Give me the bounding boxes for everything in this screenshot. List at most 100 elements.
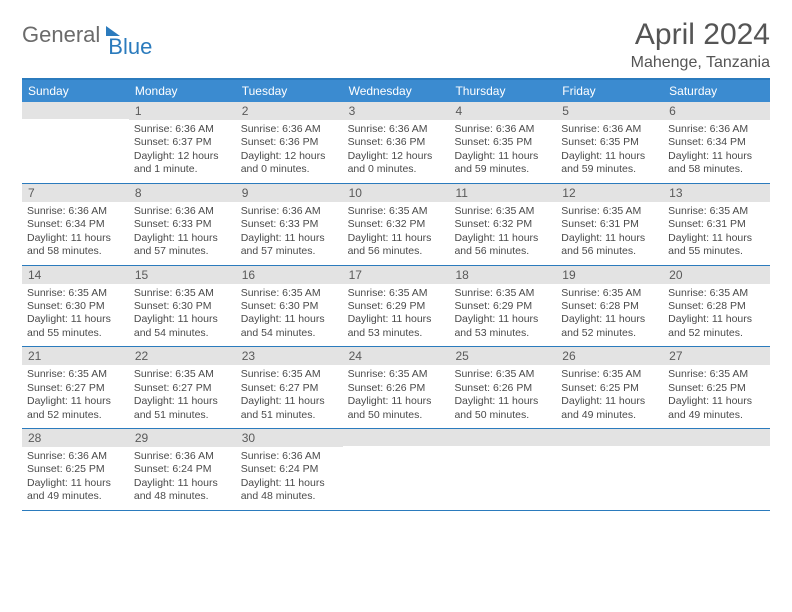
day-number xyxy=(663,429,770,446)
day-body: Sunrise: 6:36 AMSunset: 6:24 PMDaylight:… xyxy=(129,447,236,510)
day-line: Sunset: 6:29 PM xyxy=(454,300,551,313)
day-line: Sunset: 6:34 PM xyxy=(668,136,765,149)
day-line: Sunrise: 6:35 AM xyxy=(561,205,658,218)
day-cell: 16Sunrise: 6:35 AMSunset: 6:30 PMDayligh… xyxy=(236,266,343,347)
day-cell xyxy=(449,429,556,510)
day-body: Sunrise: 6:35 AMSunset: 6:31 PMDaylight:… xyxy=(663,202,770,265)
day-cell: 26Sunrise: 6:35 AMSunset: 6:25 PMDayligh… xyxy=(556,347,663,428)
day-body xyxy=(449,446,556,504)
day-line: Sunrise: 6:35 AM xyxy=(454,205,551,218)
day-line: and 48 minutes. xyxy=(241,490,338,503)
day-cell: 14Sunrise: 6:35 AMSunset: 6:30 PMDayligh… xyxy=(22,266,129,347)
day-line: Daylight: 11 hours xyxy=(348,232,445,245)
day-body: Sunrise: 6:35 AMSunset: 6:30 PMDaylight:… xyxy=(236,284,343,347)
day-line: Sunrise: 6:36 AM xyxy=(134,450,231,463)
day-body: Sunrise: 6:35 AMSunset: 6:32 PMDaylight:… xyxy=(449,202,556,265)
day-body: Sunrise: 6:36 AMSunset: 6:35 PMDaylight:… xyxy=(556,120,663,183)
location: Mahenge, Tanzania xyxy=(631,54,770,72)
day-number: 6 xyxy=(663,102,770,120)
day-line: and 57 minutes. xyxy=(241,245,338,258)
day-cell: 2Sunrise: 6:36 AMSunset: 6:36 PMDaylight… xyxy=(236,102,343,183)
day-cell: 4Sunrise: 6:36 AMSunset: 6:35 PMDaylight… xyxy=(449,102,556,183)
day-cell: 18Sunrise: 6:35 AMSunset: 6:29 PMDayligh… xyxy=(449,266,556,347)
logo: General Blue xyxy=(22,18,152,48)
day-number: 1 xyxy=(129,102,236,120)
day-line: and 0 minutes. xyxy=(348,163,445,176)
day-line: Daylight: 11 hours xyxy=(241,395,338,408)
day-line: Sunrise: 6:36 AM xyxy=(561,123,658,136)
day-line: and 53 minutes. xyxy=(454,327,551,340)
day-line: and 55 minutes. xyxy=(27,327,124,340)
day-body: Sunrise: 6:35 AMSunset: 6:30 PMDaylight:… xyxy=(22,284,129,347)
day-cell: 30Sunrise: 6:36 AMSunset: 6:24 PMDayligh… xyxy=(236,429,343,510)
day-number: 19 xyxy=(556,266,663,284)
day-line: Sunrise: 6:36 AM xyxy=(241,205,338,218)
day-line: Sunrise: 6:35 AM xyxy=(241,287,338,300)
day-line: Sunrise: 6:36 AM xyxy=(134,205,231,218)
day-line: Daylight: 11 hours xyxy=(134,395,231,408)
day-line: Sunrise: 6:35 AM xyxy=(27,287,124,300)
day-line: Sunset: 6:24 PM xyxy=(241,463,338,476)
day-line: Daylight: 12 hours xyxy=(241,150,338,163)
day-body: Sunrise: 6:35 AMSunset: 6:28 PMDaylight:… xyxy=(556,284,663,347)
day-line: Sunset: 6:33 PM xyxy=(134,218,231,231)
day-cell: 29Sunrise: 6:36 AMSunset: 6:24 PMDayligh… xyxy=(129,429,236,510)
day-cell: 21Sunrise: 6:35 AMSunset: 6:27 PMDayligh… xyxy=(22,347,129,428)
day-line: Sunrise: 6:35 AM xyxy=(27,368,124,381)
week-row: 21Sunrise: 6:35 AMSunset: 6:27 PMDayligh… xyxy=(22,347,770,429)
day-body: Sunrise: 6:36 AMSunset: 6:35 PMDaylight:… xyxy=(449,120,556,183)
day-number: 26 xyxy=(556,347,663,365)
day-number xyxy=(449,429,556,446)
day-body: Sunrise: 6:35 AMSunset: 6:25 PMDaylight:… xyxy=(663,365,770,428)
day-number: 23 xyxy=(236,347,343,365)
day-number: 13 xyxy=(663,184,770,202)
day-cell xyxy=(556,429,663,510)
day-line: and 52 minutes. xyxy=(561,327,658,340)
day-body: Sunrise: 6:36 AMSunset: 6:36 PMDaylight:… xyxy=(343,120,450,183)
day-body: Sunrise: 6:35 AMSunset: 6:26 PMDaylight:… xyxy=(343,365,450,428)
day-line: Sunset: 6:27 PM xyxy=(134,382,231,395)
day-line: Daylight: 11 hours xyxy=(27,232,124,245)
day-body: Sunrise: 6:35 AMSunset: 6:28 PMDaylight:… xyxy=(663,284,770,347)
logo-text-general: General xyxy=(22,22,100,48)
day-line: and 59 minutes. xyxy=(454,163,551,176)
day-number xyxy=(22,102,129,119)
day-line: Sunrise: 6:35 AM xyxy=(241,368,338,381)
day-number: 7 xyxy=(22,184,129,202)
day-cell: 25Sunrise: 6:35 AMSunset: 6:26 PMDayligh… xyxy=(449,347,556,428)
day-body: Sunrise: 6:35 AMSunset: 6:30 PMDaylight:… xyxy=(129,284,236,347)
day-number: 3 xyxy=(343,102,450,120)
day-line: Sunrise: 6:35 AM xyxy=(561,368,658,381)
day-line: Daylight: 11 hours xyxy=(454,232,551,245)
day-line: Sunset: 6:35 PM xyxy=(561,136,658,149)
day-cell: 6Sunrise: 6:36 AMSunset: 6:34 PMDaylight… xyxy=(663,102,770,183)
day-line: Daylight: 11 hours xyxy=(454,313,551,326)
day-line: and 58 minutes. xyxy=(27,245,124,258)
day-line: Daylight: 11 hours xyxy=(241,477,338,490)
day-body: Sunrise: 6:35 AMSunset: 6:26 PMDaylight:… xyxy=(449,365,556,428)
week-row: 14Sunrise: 6:35 AMSunset: 6:30 PMDayligh… xyxy=(22,266,770,348)
day-line: Sunrise: 6:35 AM xyxy=(454,287,551,300)
dow-header: Thursday xyxy=(449,80,556,102)
dow-header: Saturday xyxy=(663,80,770,102)
day-line: Sunrise: 6:36 AM xyxy=(27,205,124,218)
day-body: Sunrise: 6:36 AMSunset: 6:34 PMDaylight:… xyxy=(663,120,770,183)
day-line: Sunset: 6:28 PM xyxy=(668,300,765,313)
day-line: Sunset: 6:30 PM xyxy=(241,300,338,313)
dow-header: Tuesday xyxy=(236,80,343,102)
day-line: and 52 minutes. xyxy=(27,409,124,422)
calendar: SundayMondayTuesdayWednesdayThursdayFrid… xyxy=(22,78,770,511)
day-line: Sunrise: 6:36 AM xyxy=(241,450,338,463)
day-body: Sunrise: 6:35 AMSunset: 6:25 PMDaylight:… xyxy=(556,365,663,428)
day-line: Daylight: 11 hours xyxy=(134,232,231,245)
day-line: Daylight: 11 hours xyxy=(27,395,124,408)
day-cell: 10Sunrise: 6:35 AMSunset: 6:32 PMDayligh… xyxy=(343,184,450,265)
day-line: Sunset: 6:28 PM xyxy=(561,300,658,313)
dow-header: Wednesday xyxy=(343,80,450,102)
day-body: Sunrise: 6:35 AMSunset: 6:27 PMDaylight:… xyxy=(236,365,343,428)
day-line: and 51 minutes. xyxy=(134,409,231,422)
day-line: Sunrise: 6:35 AM xyxy=(134,287,231,300)
day-number xyxy=(556,429,663,446)
day-line: and 58 minutes. xyxy=(668,163,765,176)
day-body: Sunrise: 6:35 AMSunset: 6:31 PMDaylight:… xyxy=(556,202,663,265)
